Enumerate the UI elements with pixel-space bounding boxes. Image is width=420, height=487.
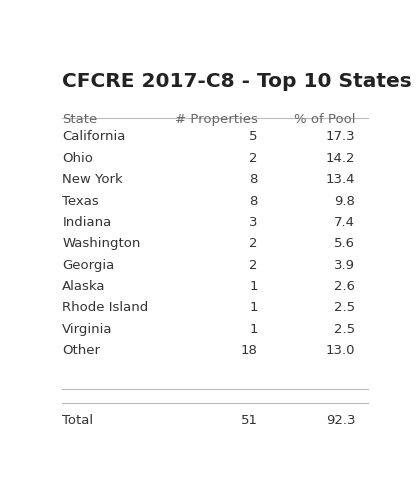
Text: Alaska: Alaska [62, 280, 106, 293]
Text: 13.0: 13.0 [326, 344, 355, 357]
Text: 13.4: 13.4 [326, 173, 355, 186]
Text: 1: 1 [249, 323, 257, 336]
Text: CFCRE 2017-C8 - Top 10 States: CFCRE 2017-C8 - Top 10 States [62, 72, 412, 91]
Text: California: California [62, 131, 126, 144]
Text: 5.6: 5.6 [334, 237, 355, 250]
Text: 2.5: 2.5 [334, 301, 355, 315]
Text: 2: 2 [249, 259, 257, 272]
Text: 2: 2 [249, 237, 257, 250]
Text: 5: 5 [249, 131, 257, 144]
Text: Ohio: Ohio [62, 152, 93, 165]
Text: 1: 1 [249, 301, 257, 315]
Text: 8: 8 [249, 173, 257, 186]
Text: 2.5: 2.5 [334, 323, 355, 336]
Text: 8: 8 [249, 195, 257, 207]
Text: 3.9: 3.9 [334, 259, 355, 272]
Text: Indiana: Indiana [62, 216, 112, 229]
Text: # Properties: # Properties [175, 113, 257, 126]
Text: New York: New York [62, 173, 123, 186]
Text: Total: Total [62, 414, 93, 427]
Text: 3: 3 [249, 216, 257, 229]
Text: 18: 18 [241, 344, 257, 357]
Text: Other: Other [62, 344, 100, 357]
Text: 7.4: 7.4 [334, 216, 355, 229]
Text: 2: 2 [249, 152, 257, 165]
Text: Virginia: Virginia [62, 323, 113, 336]
Text: 51: 51 [241, 414, 257, 427]
Text: % of Pool: % of Pool [294, 113, 355, 126]
Text: 17.3: 17.3 [326, 131, 355, 144]
Text: Texas: Texas [62, 195, 99, 207]
Text: State: State [62, 113, 97, 126]
Text: 1: 1 [249, 280, 257, 293]
Text: Rhode Island: Rhode Island [62, 301, 149, 315]
Text: Georgia: Georgia [62, 259, 115, 272]
Text: Washington: Washington [62, 237, 141, 250]
Text: 92.3: 92.3 [326, 414, 355, 427]
Text: 9.8: 9.8 [334, 195, 355, 207]
Text: 14.2: 14.2 [326, 152, 355, 165]
Text: 2.6: 2.6 [334, 280, 355, 293]
